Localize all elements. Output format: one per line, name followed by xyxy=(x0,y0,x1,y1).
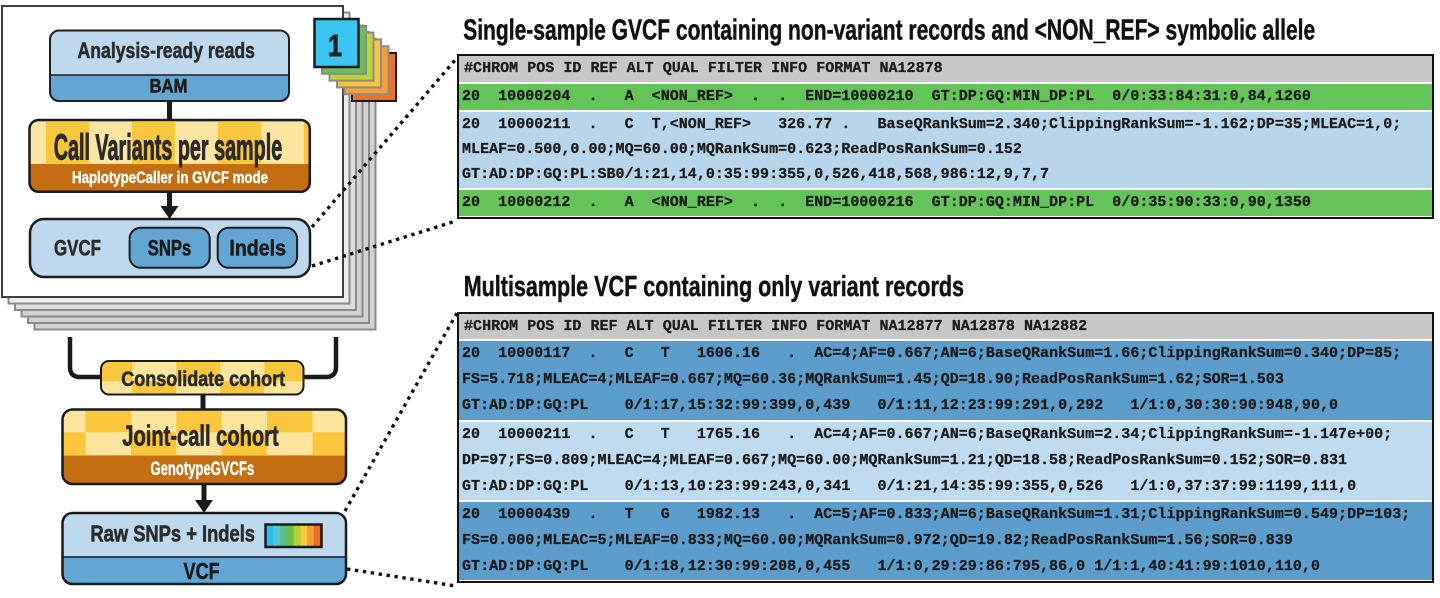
svg-text:BAM: BAM xyxy=(150,77,188,98)
svg-text:VCF: VCF xyxy=(184,558,220,584)
svg-text:GenotypeGVCFs: GenotypeGVCFs xyxy=(151,458,255,480)
svg-text:Call Variants per sample: Call Variants per sample xyxy=(54,127,283,168)
svg-text:Indels: Indels xyxy=(229,236,286,261)
svg-text:Single-sample GVCF containing: Single-sample GVCF containing non-varian… xyxy=(463,15,1315,47)
svg-text:Multisample VCF containing onl: Multisample VCF containing only variant … xyxy=(464,271,964,303)
svg-text:Raw SNPs + Indels: Raw SNPs + Indels xyxy=(90,521,255,547)
svg-text:Joint-call cohort: Joint-call cohort xyxy=(122,421,279,453)
svg-text:HaplotypeCaller in GVCF mode: HaplotypeCaller in GVCF mode xyxy=(72,168,268,187)
svg-text:Consolidate cohort: Consolidate cohort xyxy=(121,367,285,391)
svg-text:SNPs: SNPs xyxy=(148,236,192,261)
svg-text:GVCF: GVCF xyxy=(54,236,101,261)
svg-text:1: 1 xyxy=(328,28,342,63)
svg-text:Analysis-ready reads: Analysis-ready reads xyxy=(78,38,256,63)
